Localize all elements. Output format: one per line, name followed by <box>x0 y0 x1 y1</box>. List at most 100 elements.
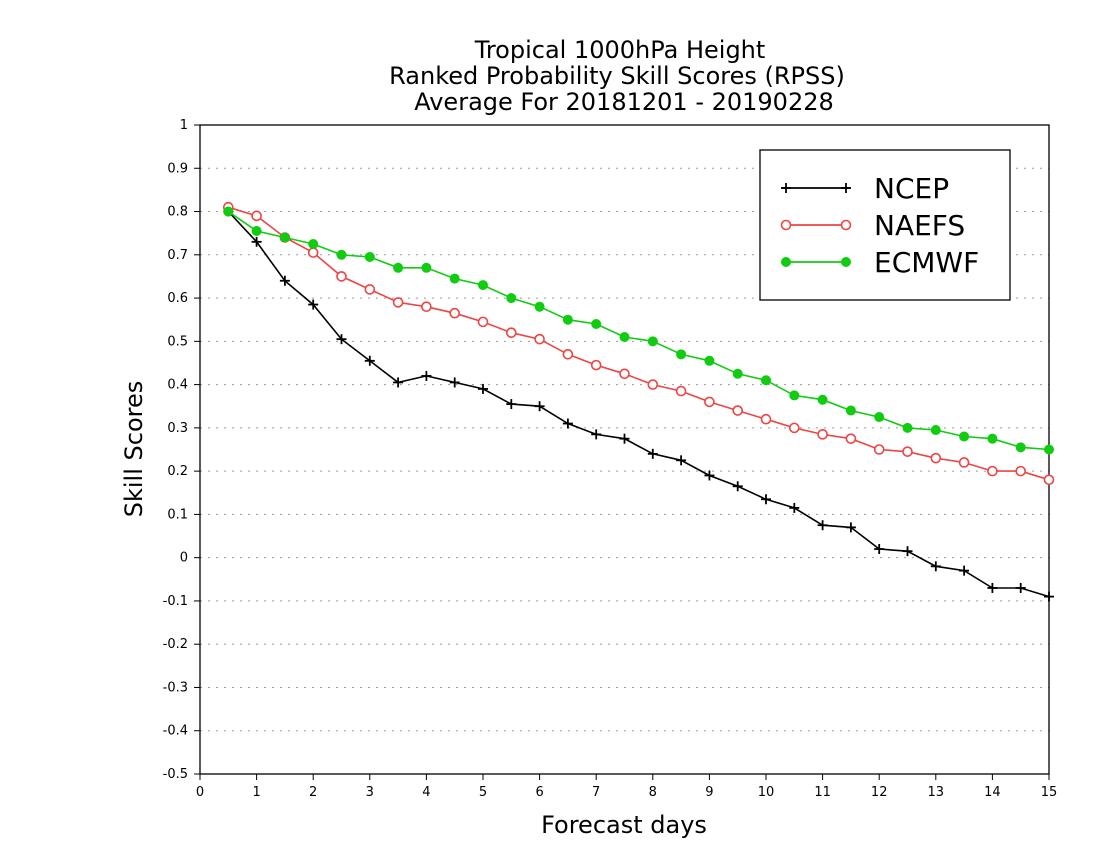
ncep-point <box>845 522 856 533</box>
legend-label: NCEP <box>874 172 949 205</box>
ecmwf-point <box>393 262 404 273</box>
ncep-point <box>902 546 913 557</box>
ecmwf-point <box>223 206 234 217</box>
naefs-point <box>1043 474 1055 486</box>
naefs-point <box>1015 465 1027 477</box>
ncep-point <box>987 582 998 593</box>
ecmwf-point <box>336 249 347 260</box>
ecmwf-point <box>959 431 970 442</box>
ecmwf-point <box>732 368 743 379</box>
ecmwf-point <box>789 390 800 401</box>
ecmwf-point <box>1044 444 1054 455</box>
ecmwf-point <box>902 422 913 433</box>
ecmwf-point <box>761 375 771 386</box>
naefs-point <box>845 433 857 444</box>
naefs-point <box>307 247 319 258</box>
ncep-point <box>308 299 319 310</box>
naefs-point <box>421 301 432 313</box>
y-tick-label: 1 <box>180 118 188 133</box>
ecmwf-point <box>308 238 319 249</box>
ncep-point <box>279 275 290 286</box>
y-axis-title: Skill Scores <box>120 381 148 518</box>
y-tick-label: 0.5 <box>167 334 188 349</box>
x-tick-label: 5 <box>479 785 487 800</box>
ecmwf-point <box>364 251 375 262</box>
title-line-2: Ranked Probability Skill Scores (RPSS) <box>389 62 845 90</box>
ncep-point <box>761 494 771 505</box>
x-tick-label: 7 <box>592 785 600 800</box>
y-tick-label: 0 <box>180 551 188 566</box>
ncep-point <box>591 429 602 440</box>
naefs-point <box>675 385 687 397</box>
legend-item-ecmwf: ECMWF <box>781 246 979 279</box>
x-tick-label: 14 <box>984 785 1001 800</box>
naefs-point <box>817 429 828 440</box>
ecmwf-point <box>562 314 573 325</box>
ecmwf-point <box>478 280 488 291</box>
ecmwf-point <box>421 262 432 273</box>
ncep-point <box>676 455 687 466</box>
naefs-point <box>987 465 998 477</box>
legend-marker <box>841 183 851 193</box>
naefs-point <box>902 446 913 457</box>
x-axis-title: Forecast days <box>541 811 707 839</box>
ecmwf-point <box>591 319 602 330</box>
ncep-point <box>506 399 517 410</box>
naefs-point <box>590 359 602 371</box>
naefs-point <box>732 405 744 416</box>
ncep-line <box>227 210 1050 598</box>
legend-item-ncep: NCEP <box>781 172 949 205</box>
ncep-point <box>647 448 658 459</box>
legend-label: NAEFS <box>874 209 965 242</box>
ncep-point <box>534 401 545 412</box>
x-tick-label: 9 <box>705 785 713 800</box>
title-line-1: Tropical 1000hPa Height <box>474 36 766 64</box>
naefs-point <box>788 422 800 434</box>
naefs-point <box>619 368 630 380</box>
ecmwf-point <box>987 433 998 444</box>
ncep-point <box>393 377 404 388</box>
x-tick-label: 10 <box>758 785 775 800</box>
ecmwf-point <box>874 412 885 423</box>
x-tick-label: 15 <box>1041 785 1058 800</box>
y-tick-label: 0.3 <box>167 421 188 436</box>
x-tick-label: 13 <box>928 785 945 800</box>
ncep-point <box>251 236 262 247</box>
ncep-point <box>562 418 573 429</box>
ecmwf-point <box>704 355 715 366</box>
ncep-point <box>619 433 630 444</box>
ecmwf-point <box>647 336 658 347</box>
naefs-point <box>704 396 715 408</box>
naefs-point <box>562 349 574 360</box>
y-tick-label: 0.8 <box>167 205 188 220</box>
x-tick-label: 12 <box>871 785 888 800</box>
ncep-point <box>364 355 375 366</box>
ecmwf-point <box>449 273 460 284</box>
y-tick-label: 0.9 <box>167 161 188 176</box>
y-tick-label: -0.5 <box>163 767 188 782</box>
legend-item-naefs: NAEFS <box>780 209 965 242</box>
y-tick-label: -0.4 <box>163 724 188 739</box>
naefs-point <box>336 271 347 282</box>
ncep-point <box>449 377 460 388</box>
legend-marker <box>781 257 791 267</box>
naefs-point <box>449 307 461 319</box>
y-tick-label: 0.4 <box>167 378 188 393</box>
ncep-point <box>704 470 715 481</box>
legend-label: ECMWF <box>874 246 979 279</box>
y-tick-label: -0.1 <box>163 594 188 609</box>
legend-marker <box>780 219 792 231</box>
naefs-point <box>251 210 262 222</box>
ecmwf-point <box>845 405 856 416</box>
y-tick-label: 0.7 <box>167 248 188 263</box>
x-tick-label: 1 <box>252 785 260 800</box>
series-ecmwf <box>223 206 1054 455</box>
y-tick-label: 0.1 <box>167 507 188 522</box>
y-tick-label: 0.6 <box>167 291 188 306</box>
title-line-3: Average For 20181201 - 20190228 <box>414 88 834 116</box>
ecmwf-point <box>619 332 630 343</box>
y-tick-label: 0.2 <box>167 464 188 479</box>
ecmwf-point <box>676 349 687 360</box>
ncep-point <box>421 370 432 381</box>
